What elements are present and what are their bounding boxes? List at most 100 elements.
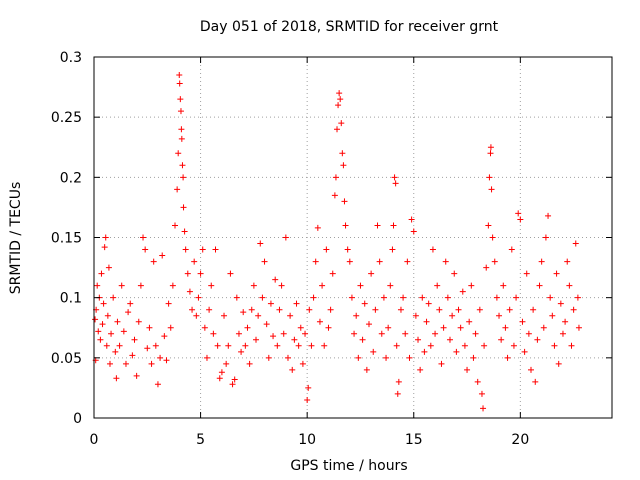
data-point xyxy=(216,375,223,382)
data-point xyxy=(295,342,302,349)
data-point xyxy=(184,270,191,277)
data-point xyxy=(250,282,257,289)
data-point xyxy=(206,306,213,313)
data-point xyxy=(314,224,321,231)
data-point xyxy=(389,246,396,253)
data-point xyxy=(304,396,311,403)
data-point xyxy=(562,318,569,325)
data-point xyxy=(321,342,328,349)
data-point xyxy=(519,318,526,325)
data-point xyxy=(325,324,332,331)
data-point xyxy=(353,312,360,319)
data-point xyxy=(489,234,496,241)
data-point xyxy=(491,258,498,265)
data-point xyxy=(108,330,115,337)
data-point xyxy=(122,360,129,367)
data-point xyxy=(372,306,379,313)
data-point xyxy=(193,312,200,319)
data-point xyxy=(113,375,120,382)
data-point xyxy=(201,324,208,331)
data-point xyxy=(365,321,372,328)
data-point xyxy=(380,294,387,301)
x-tick-label: 15 xyxy=(405,432,423,448)
data-point xyxy=(502,324,509,331)
data-point xyxy=(378,330,385,337)
data-point xyxy=(169,282,176,289)
data-point xyxy=(276,306,283,313)
data-point xyxy=(331,192,338,199)
data-point xyxy=(532,378,539,385)
data-point xyxy=(259,294,266,301)
data-point xyxy=(506,306,513,313)
y-tick-label: 0.05 xyxy=(51,351,82,367)
data-point xyxy=(248,306,255,313)
data-point xyxy=(312,258,319,265)
data-point xyxy=(280,330,287,337)
data-point xyxy=(432,330,439,337)
data-point xyxy=(112,348,119,355)
data-point xyxy=(397,306,404,313)
data-point xyxy=(255,312,262,319)
data-point xyxy=(246,360,253,367)
data-point xyxy=(408,216,415,223)
data-point xyxy=(481,342,488,349)
data-point xyxy=(415,336,422,343)
data-point xyxy=(534,336,541,343)
data-point xyxy=(95,328,102,335)
data-point xyxy=(174,186,181,193)
data-point xyxy=(137,282,144,289)
data-point xyxy=(227,270,234,277)
data-point xyxy=(327,306,334,313)
data-point xyxy=(274,342,281,349)
data-point xyxy=(474,378,481,385)
data-point xyxy=(470,354,477,361)
data-point xyxy=(242,342,249,349)
data-point xyxy=(404,258,411,265)
data-point xyxy=(423,318,430,325)
data-point xyxy=(419,294,426,301)
data-point xyxy=(99,321,106,328)
data-point xyxy=(575,324,582,331)
data-point xyxy=(178,135,185,142)
data-point xyxy=(118,282,125,289)
data-point xyxy=(176,80,183,87)
data-point xyxy=(116,342,123,349)
x-tick-label: 0 xyxy=(90,432,99,448)
data-point xyxy=(392,180,399,187)
data-point xyxy=(376,258,383,265)
data-point xyxy=(545,212,552,219)
data-point xyxy=(189,306,196,313)
data-point xyxy=(383,354,390,361)
data-point xyxy=(449,312,456,319)
data-point xyxy=(515,210,522,217)
data-point xyxy=(225,342,232,349)
data-point xyxy=(334,126,341,133)
data-point xyxy=(210,330,217,337)
data-point xyxy=(191,258,198,265)
data-point xyxy=(265,354,272,361)
data-point xyxy=(175,150,182,157)
data-point xyxy=(547,294,554,301)
data-point xyxy=(261,258,268,265)
data-points xyxy=(92,72,582,412)
data-point xyxy=(310,294,317,301)
data-point xyxy=(218,369,225,376)
data-point xyxy=(104,312,111,319)
data-point xyxy=(476,306,483,313)
data-point xyxy=(478,390,485,397)
data-point xyxy=(504,354,511,361)
data-point xyxy=(446,336,453,343)
data-point xyxy=(459,288,466,295)
data-point xyxy=(92,316,99,323)
data-point xyxy=(438,360,445,367)
data-point xyxy=(464,366,471,373)
data-point xyxy=(129,352,136,359)
data-point xyxy=(410,228,417,235)
data-point xyxy=(223,360,230,367)
data-point xyxy=(406,354,413,361)
data-point xyxy=(564,258,571,265)
data-point xyxy=(253,336,260,343)
data-point xyxy=(444,294,451,301)
data-point xyxy=(421,348,428,355)
data-point xyxy=(468,282,475,289)
